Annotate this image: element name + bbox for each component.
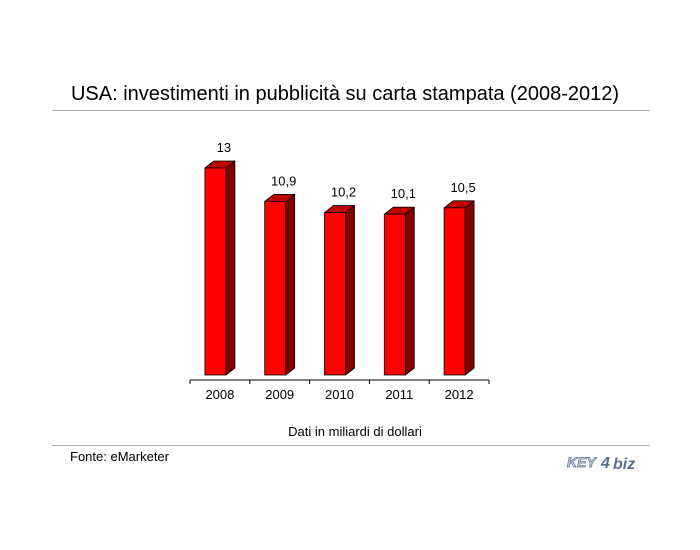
bar-front-face xyxy=(443,207,466,376)
bar-front-face xyxy=(324,212,346,376)
bar-side-face xyxy=(404,206,415,376)
bar-2012 xyxy=(443,200,475,376)
logo-text-key: KEY xyxy=(567,454,597,470)
logo-text-4: 4 xyxy=(600,455,610,472)
bar-2009 xyxy=(264,194,296,376)
data-labels: 13 2008 10,9 2009 10,2 2010 10,1 2011 10,5 2012 xyxy=(205,140,475,402)
bar-chart: 13 2008 10,9 2009 10,2 2010 10,1 2011 10,5 2012 xyxy=(189,140,490,402)
key4biz-logo: KEY 4 biz xyxy=(566,451,646,473)
data-label-2012: 10,5 xyxy=(450,180,475,195)
bar-2008 xyxy=(204,160,236,376)
bar-series xyxy=(204,160,475,376)
bar-2011 xyxy=(383,206,415,376)
bar-side-face xyxy=(464,200,475,376)
bar-front-face xyxy=(264,201,287,376)
bar-front-face xyxy=(383,213,406,376)
chart-title: USA: investimenti in pubblicità su carta… xyxy=(70,83,620,105)
bar-2010 xyxy=(324,205,355,376)
bar-side-face xyxy=(345,205,355,376)
x-tick-label-2010: 2010 xyxy=(325,387,354,402)
x-tick-label-2008: 2008 xyxy=(205,387,234,402)
logo-text-biz: biz xyxy=(613,456,635,473)
x-tick-label-2009: 2009 xyxy=(265,387,294,402)
bar-side-face xyxy=(285,194,296,376)
data-label-2010: 10,2 xyxy=(331,185,356,200)
bar-side-face xyxy=(225,160,236,376)
x-axis-ticks xyxy=(189,380,490,384)
unit-note: Dati in miliardi di dollari xyxy=(288,424,422,439)
source-note: Fonte: eMarketer xyxy=(70,449,169,464)
footer-divider xyxy=(52,445,650,446)
data-label-2011: 10,1 xyxy=(391,186,416,201)
title-divider xyxy=(52,110,650,111)
x-tick-label-2011: 2011 xyxy=(385,387,413,402)
x-tick-label-2012: 2012 xyxy=(445,387,474,402)
bar-front-face xyxy=(204,167,227,376)
data-label-2009: 10,9 xyxy=(271,173,296,188)
data-label-2008: 13 xyxy=(217,140,231,155)
